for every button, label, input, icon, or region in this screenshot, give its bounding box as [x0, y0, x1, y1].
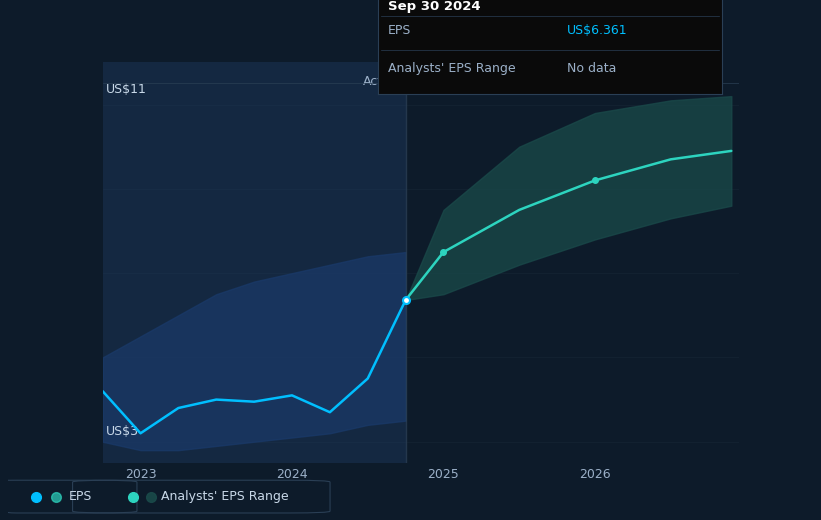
Text: US$6.361: US$6.361: [567, 24, 628, 37]
Text: No data: No data: [567, 62, 617, 75]
Bar: [103, 62, 406, 463]
Text: Analysts Forecasts: Analysts Forecasts: [413, 75, 530, 88]
Text: EPS: EPS: [388, 24, 411, 37]
Text: Analysts' EPS Range: Analysts' EPS Range: [161, 490, 289, 503]
Text: Analysts' EPS Range: Analysts' EPS Range: [388, 62, 516, 75]
Text: US$3: US$3: [106, 424, 139, 437]
Text: US$11: US$11: [106, 83, 146, 96]
Text: Sep 30 2024: Sep 30 2024: [388, 0, 480, 13]
Text: Actual: Actual: [364, 75, 402, 88]
Text: EPS: EPS: [68, 490, 92, 503]
